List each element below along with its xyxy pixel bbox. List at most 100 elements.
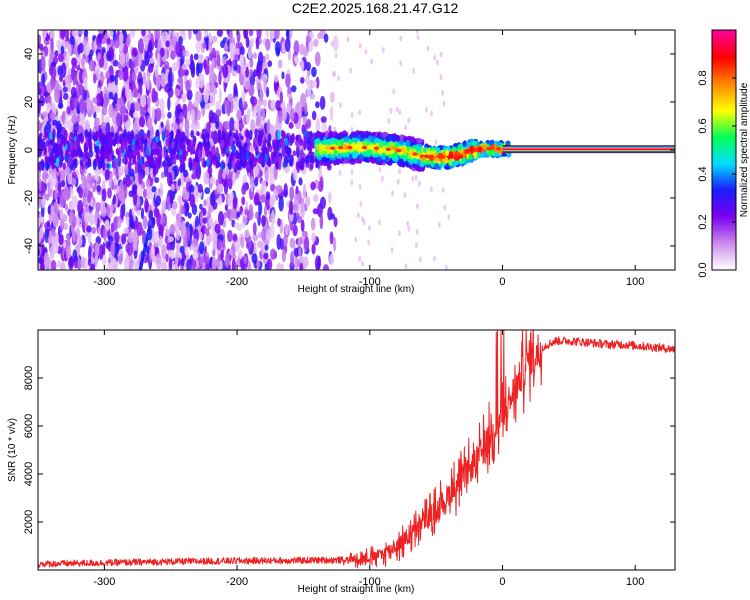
- heatmap-cell: [144, 242, 148, 249]
- heatmap-cell: [119, 32, 124, 44]
- heatmap-cell: [204, 262, 211, 270]
- heatmap-cell: [54, 144, 58, 155]
- heatmap-cell: [112, 84, 118, 93]
- heatmap-cell: [349, 148, 355, 153]
- heatmap-cell: [333, 70, 337, 77]
- colorbar-segment: [712, 248, 736, 251]
- heatmap-cell: [90, 104, 96, 115]
- heatmap-cell: [135, 203, 140, 212]
- heatmap-cell: [309, 92, 316, 100]
- heatmap-cell: [142, 71, 146, 86]
- heatmap-cell: [78, 134, 83, 142]
- heatmap-cell: [163, 145, 167, 152]
- heatmap-cell: [405, 139, 411, 147]
- heatmap-cell: [136, 150, 141, 161]
- heatmap-cell: [79, 150, 84, 158]
- colorbar-tick-label: 0.6: [697, 118, 709, 133]
- snr-x-axis: -300 -200 -100 0 100: [93, 330, 644, 588]
- heatmap-cell: [132, 111, 139, 119]
- heatmap-cell: [115, 148, 120, 155]
- heatmap-cell: [277, 59, 283, 69]
- colorbar-segment: [712, 268, 736, 271]
- heatmap-cell: [188, 139, 192, 146]
- heatmap-cell: [296, 101, 303, 109]
- heatmap-cell: [50, 40, 54, 55]
- heatmap-cell: [170, 50, 176, 60]
- heatmap-cell: [125, 148, 130, 155]
- snr-series: [38, 330, 675, 569]
- heatmap-cell: [254, 128, 258, 139]
- heatmap-cell: [124, 257, 129, 270]
- heatmap-cell: [47, 95, 52, 104]
- heatmap-cell: [186, 226, 191, 242]
- heatmap-cell: [146, 232, 150, 239]
- heatmap-cell: [45, 193, 50, 201]
- colorbar-segment: [712, 162, 736, 165]
- heatmap-cell: [38, 43, 44, 51]
- heatmap-cell: [305, 195, 311, 207]
- colorbar-segment: [712, 74, 736, 77]
- colorbar-segment: [712, 240, 736, 243]
- colorbar-segment: [712, 52, 736, 55]
- heatmap-cell: [406, 220, 410, 227]
- heatmap-cell: [197, 183, 203, 194]
- heatmap-cell: [176, 214, 182, 228]
- heatmap-cell: [137, 144, 141, 151]
- heatmap-cell: [220, 139, 225, 149]
- heatmap-cell: [255, 115, 261, 127]
- heatmap-cell: [96, 117, 101, 126]
- heatmap-cell: [191, 238, 199, 248]
- heatmap-cell: [137, 92, 141, 100]
- heatmap-cell: [249, 58, 254, 68]
- heatmap-cell: [68, 43, 72, 57]
- heatmap-cell: [56, 39, 62, 50]
- spectrogram-x-tick-label: 0: [499, 276, 505, 288]
- heatmap-cell: [44, 131, 49, 138]
- heatmap-cell: [60, 62, 67, 79]
- colorbar-segment: [712, 118, 736, 121]
- colorbar-segment: [712, 196, 736, 199]
- heatmap-cell: [426, 148, 431, 155]
- heatmap-cell: [282, 235, 288, 247]
- colorbar-segment: [712, 116, 736, 119]
- colorbar-segment: [712, 154, 736, 157]
- heatmap-cell: [133, 250, 138, 260]
- ridge-peak: [347, 145, 353, 150]
- heatmap-cell: [258, 155, 262, 165]
- heatmap-cell: [257, 64, 261, 80]
- heatmap-cell: [328, 131, 334, 139]
- heatmap-cell: [188, 30, 192, 40]
- heatmap-cell: [67, 68, 72, 76]
- snr-x-tick-label: -100: [359, 576, 381, 588]
- heatmap-cell: [94, 212, 98, 226]
- heatmap-cell: [228, 170, 234, 179]
- heatmap-cell: [91, 226, 97, 235]
- heatmap-cell: [350, 126, 354, 133]
- heatmap-cell: [108, 47, 115, 62]
- heatmap-cell: [40, 161, 45, 171]
- heatmap-cell: [425, 106, 428, 113]
- heatmap-cell: [233, 120, 240, 131]
- heatmap-cell: [168, 235, 174, 242]
- heatmap-cell: [251, 253, 258, 264]
- heatmap-cell: [83, 212, 90, 224]
- heatmap-cell: [62, 92, 69, 100]
- heatmap-cell: [209, 192, 216, 206]
- heatmap-cell: [337, 153, 343, 159]
- heatmap-cell: [43, 90, 49, 98]
- colorbar-segment: [712, 166, 736, 169]
- heatmap-cell: [169, 157, 174, 167]
- heatmap-cell: [38, 160, 42, 172]
- colorbar-segment: [712, 204, 736, 207]
- heatmap-cell: [95, 139, 100, 147]
- ridge-peak: [486, 147, 492, 151]
- heatmap-cell: [152, 141, 157, 148]
- tone-band-layer: [502, 148, 675, 150]
- heatmap-cell: [170, 141, 175, 150]
- heatmap-cell: [179, 111, 184, 124]
- heatmap-cell: [87, 138, 92, 148]
- heatmap-cell: [239, 122, 245, 129]
- snr-line: [38, 330, 675, 569]
- heatmap-cell: [232, 59, 236, 67]
- heatmap-cell: [50, 260, 57, 270]
